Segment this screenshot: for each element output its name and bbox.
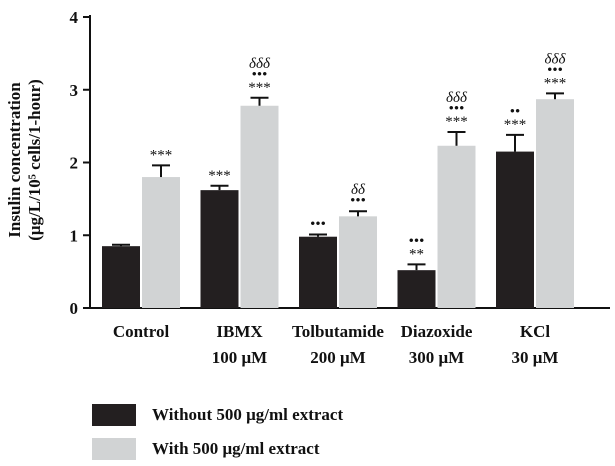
significance-marker: δδδ <box>249 56 271 72</box>
bar <box>142 177 180 308</box>
significance-marker: ••• <box>310 217 326 233</box>
category-label: Control <box>113 322 170 341</box>
category-sublabel: 30 μM <box>512 348 559 367</box>
y-tick-label: 2 <box>70 154 79 173</box>
category-label: IBMX <box>216 322 263 341</box>
legend-item-with-extract: With 500 μg/ml extract <box>92 432 343 466</box>
legend-item-without-extract: Without 500 μg/ml extract <box>92 398 343 432</box>
bar-chart: 0 1 2 3 4 Insulin concentration (μg/L/10⁵ cell… <box>5 8 610 367</box>
significance-marker: *** <box>504 117 527 133</box>
legend-label-without-extract: Without 500 μg/ml extract <box>152 405 344 424</box>
legend-swatch-with-extract <box>92 438 136 460</box>
significance-marker: *** <box>445 114 468 130</box>
y-tick-label: 4 <box>70 8 79 27</box>
significance-marker: ••• <box>252 67 268 83</box>
significance-marker: ••• <box>350 193 366 209</box>
y-tick-label: 3 <box>70 81 79 100</box>
category-label: KCl <box>520 322 551 341</box>
bar <box>339 216 377 308</box>
significance-marker: δδδ <box>446 90 468 106</box>
bar <box>102 246 140 308</box>
significance-marker: *** <box>208 168 231 184</box>
bar <box>536 99 574 309</box>
significance-marker: ••• <box>449 101 465 117</box>
category-label: Tolbutamide <box>292 322 384 341</box>
bar <box>200 190 239 308</box>
significance-marker: ** <box>409 246 424 262</box>
significance-marker: δδ <box>351 182 366 198</box>
category-sublabel: 200 μM <box>310 348 365 367</box>
bar <box>240 105 279 308</box>
bar <box>299 236 337 308</box>
significance-marker: *** <box>150 147 173 163</box>
legend-swatch-without-extract <box>92 404 136 426</box>
y-axis-label: Insulin concentration <box>5 82 24 238</box>
category-label: Diazoxide <box>401 322 473 341</box>
y-tick-label: 1 <box>70 226 79 245</box>
significance-marker: *** <box>248 80 271 96</box>
legend-label-with-extract: With 500 μg/ml extract <box>152 439 320 458</box>
bar <box>437 145 476 308</box>
legend: Without 500 μg/ml extract With 500 μg/ml… <box>92 398 343 466</box>
bar <box>397 270 436 308</box>
significance-marker: ••• <box>409 233 425 249</box>
significance-marker: *** <box>544 75 567 91</box>
y-axis-label-units: (μg/L/10⁵ cells/1-hour) <box>25 79 44 241</box>
significance-marker: •• <box>510 104 521 120</box>
category-sublabel: 100 μM <box>212 348 267 367</box>
y-tick-label: 0 <box>70 299 79 318</box>
significance-marker: δδδ <box>545 51 567 67</box>
significance-marker: ••• <box>547 62 563 78</box>
category-sublabel: 300 μM <box>409 348 464 367</box>
bar <box>496 151 534 308</box>
